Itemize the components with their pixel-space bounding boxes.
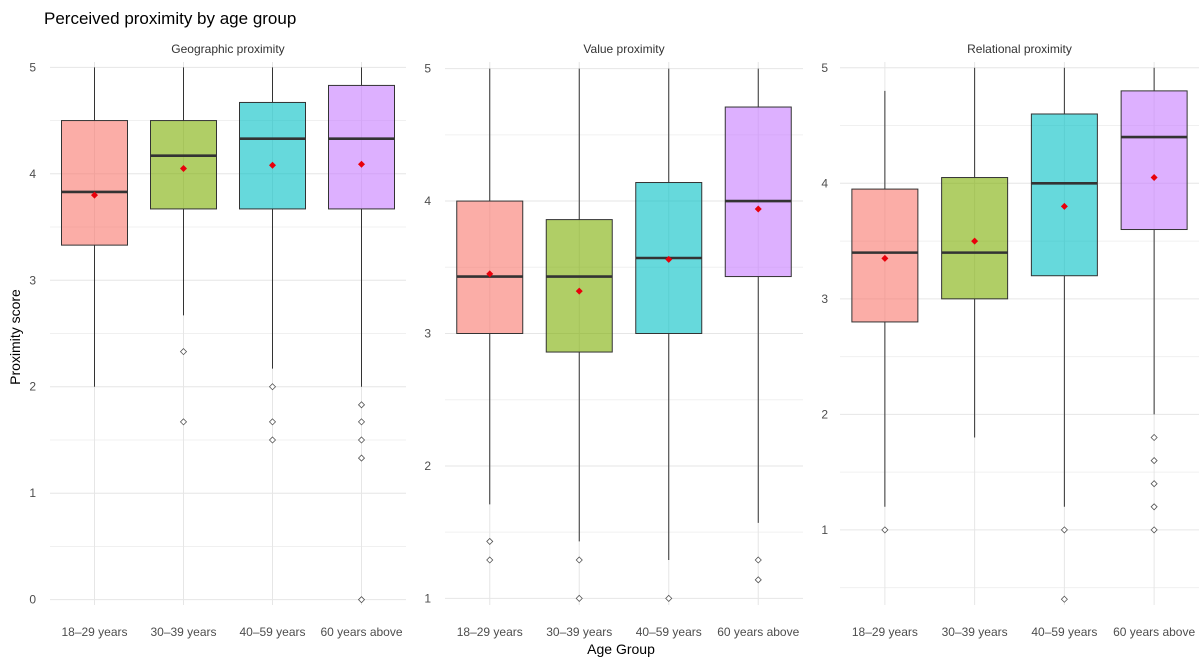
y-tick-label: 1 — [29, 486, 36, 500]
outlier-point — [357, 454, 366, 462]
facet-panels: 0 1 2 3 4 5 Geographic proximity 18–29 years 30–… — [29, 42, 1199, 639]
outlier-point — [1060, 526, 1068, 534]
facet-title: Relational proximity — [967, 42, 1072, 56]
outlier-point — [1060, 595, 1068, 603]
y-tick-label: 3 — [29, 273, 36, 287]
box — [1030, 113, 1098, 277]
outlier-point — [754, 576, 762, 584]
box-group — [328, 67, 395, 604]
mean-point — [486, 270, 494, 278]
outlier-point — [268, 383, 277, 391]
box — [1120, 90, 1188, 231]
outlier-point — [665, 594, 673, 602]
outlier-point — [575, 556, 583, 564]
x-tick-label: 30–39 years — [150, 625, 216, 639]
outlier-point — [179, 418, 188, 426]
facet-panel: 1 2 3 4 5 Value proximity 18–29 years 30–39 yea… — [424, 42, 803, 639]
outlier-point — [268, 436, 277, 444]
box — [545, 219, 613, 353]
outlier-point — [268, 418, 277, 426]
mean-point — [358, 160, 365, 168]
outlier-point — [1150, 480, 1158, 488]
x-tick-label: 40–59 years — [239, 625, 305, 639]
x-axis-label: Age Group — [587, 641, 655, 657]
y-tick-label: 1 — [424, 591, 431, 605]
outlier-point — [357, 401, 366, 409]
box-group — [851, 90, 919, 534]
x-tick-label: 30–39 years — [942, 625, 1008, 639]
box — [61, 120, 128, 246]
y-tick-label: 4 — [29, 167, 36, 181]
y-axis-label: Proximity score — [7, 289, 23, 385]
box — [328, 84, 395, 210]
x-tick-label: 30–39 years — [546, 625, 612, 639]
mean-point — [665, 255, 673, 263]
y-tick-label: 0 — [29, 593, 36, 607]
box — [150, 120, 217, 210]
outlier-point — [881, 526, 889, 534]
x-tick-label: 40–59 years — [636, 625, 702, 639]
box-group — [724, 68, 792, 584]
mean-point — [754, 205, 762, 213]
y-tick-label: 4 — [821, 176, 828, 190]
mean-point — [1060, 202, 1068, 210]
y-tick-label: 2 — [29, 380, 36, 394]
mean-point — [180, 164, 187, 172]
box-group — [150, 67, 217, 426]
x-tick-label: 18–29 years — [852, 625, 918, 639]
outlier-point — [754, 556, 762, 564]
outlier-point — [1150, 457, 1158, 465]
y-tick-label: 3 — [821, 292, 828, 306]
box — [724, 106, 792, 278]
y-tick-label: 3 — [424, 327, 431, 341]
facet-title: Value proximity — [583, 42, 664, 56]
y-tick-label: 5 — [29, 60, 36, 74]
box-group — [941, 67, 1009, 438]
outlier-point — [357, 418, 366, 426]
outlier-point — [1150, 503, 1158, 511]
x-tick-label: 18–29 years — [457, 625, 523, 639]
x-tick-label: 60 years above — [320, 625, 402, 639]
y-tick-label: 5 — [424, 62, 431, 76]
outlier-point — [1150, 526, 1158, 534]
outlier-point — [486, 537, 494, 545]
mean-point — [575, 287, 583, 295]
x-tick-label: 40–59 years — [1031, 625, 1097, 639]
y-tick-label: 5 — [821, 61, 828, 75]
outlier-point — [179, 348, 188, 356]
x-tick-label: 60 years above — [717, 625, 799, 639]
x-tick-label: 18–29 years — [61, 625, 127, 639]
box — [456, 200, 524, 334]
outlier-point — [575, 594, 583, 602]
chart-title: Perceived proximity by age group — [44, 9, 296, 28]
box-group — [61, 67, 128, 387]
box-group — [456, 68, 524, 564]
mean-point — [1150, 174, 1158, 182]
y-tick-label: 2 — [821, 407, 828, 421]
outlier-point — [357, 436, 366, 444]
x-tick-label: 60 years above — [1113, 625, 1195, 639]
facet-title: Geographic proximity — [171, 42, 284, 56]
mean-point — [269, 161, 276, 169]
box — [239, 101, 306, 210]
outlier-point — [357, 596, 366, 604]
y-tick-label: 1 — [821, 523, 828, 537]
facet-panel: 0 1 2 3 4 5 Geographic proximity 18–29 years 30–… — [29, 42, 406, 639]
box-group — [239, 67, 306, 444]
box-group — [1120, 67, 1188, 534]
mean-point — [881, 254, 889, 262]
y-tick-label: 4 — [424, 194, 431, 208]
mean-point — [91, 191, 98, 199]
facet-panel: 1 2 3 4 5 Relational proximity 18–29 years 30–3… — [821, 42, 1199, 639]
box-group — [1030, 67, 1098, 603]
outlier-point — [486, 556, 494, 564]
outlier-point — [1150, 433, 1158, 442]
box-group — [635, 68, 703, 602]
mean-point — [971, 237, 979, 245]
box-group — [545, 68, 613, 602]
y-tick-label: 2 — [424, 459, 431, 473]
